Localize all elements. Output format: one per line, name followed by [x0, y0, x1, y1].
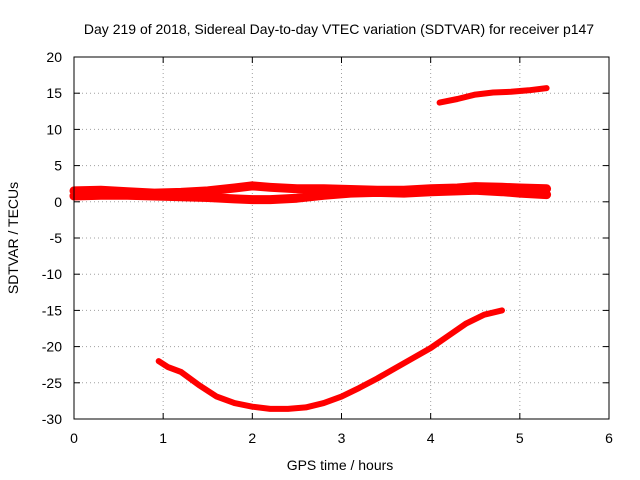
- x-tick-label: 1: [159, 430, 167, 446]
- chart-title: Day 219 of 2018, Sidereal Day-to-day VTE…: [84, 21, 594, 37]
- y-tick-label: -15: [42, 302, 62, 318]
- x-axis-label: GPS time / hours: [287, 457, 394, 473]
- y-tick-label: 20: [46, 49, 62, 65]
- series-upper-arc-line: [436, 85, 550, 106]
- x-tick-label: 4: [427, 430, 435, 446]
- y-tick-label: -10: [42, 266, 62, 282]
- series-lower-arc-line: [155, 307, 505, 412]
- y-tick-label: 5: [54, 158, 62, 174]
- axis-ticks: 0 1 2 3 4 5 6 -30 -25 -20 -15 -10 -5 0 5 10 15 20: [42, 49, 613, 446]
- y-axis-label: SDTVAR / TECUs: [5, 182, 21, 294]
- y-tick-label: 10: [46, 121, 62, 137]
- series-band-lower-line: [69, 185, 552, 205]
- y-tick-label: 15: [46, 85, 62, 101]
- x-tick-label: 5: [516, 430, 524, 446]
- x-tick-label: 0: [70, 430, 78, 446]
- grid: [74, 57, 609, 419]
- y-tick-label: -25: [42, 375, 62, 391]
- series-group: [69, 85, 552, 412]
- x-tick-label: 2: [248, 430, 256, 446]
- y-tick-label: -30: [42, 411, 62, 427]
- y-tick-label: -5: [50, 230, 63, 246]
- x-tick-label: 6: [605, 430, 613, 446]
- y-tick-label: -20: [42, 339, 62, 355]
- y-tick-label: 0: [54, 194, 62, 210]
- x-tick-label: 3: [338, 430, 346, 446]
